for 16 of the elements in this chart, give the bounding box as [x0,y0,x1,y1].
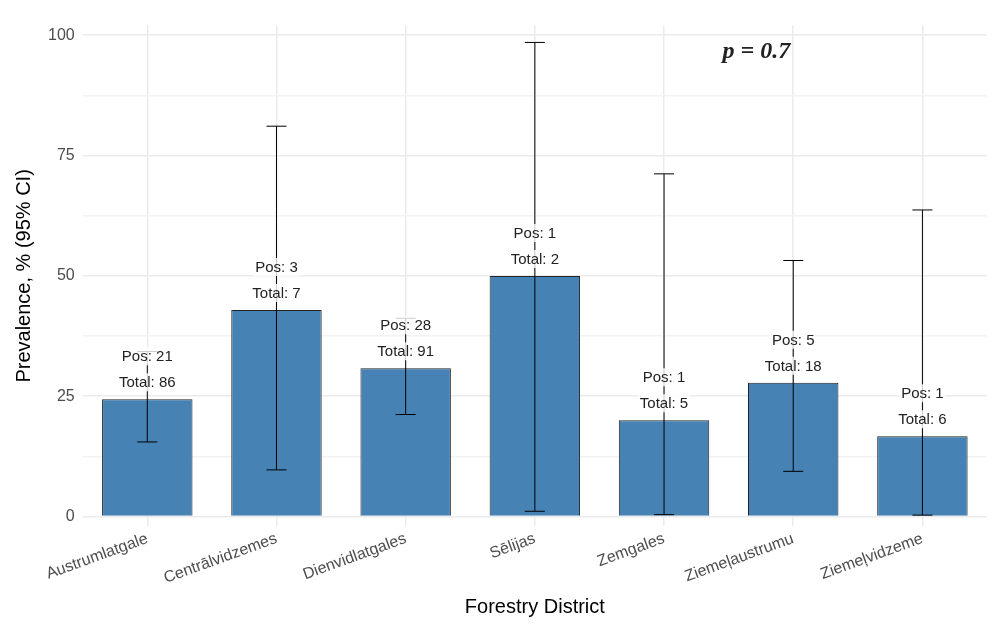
y-tick-label: 0 [65,506,75,524]
data-label: Pos: 28 Total: 91 [377,316,435,360]
data-label: Pos: 5 Total: 18 [764,330,822,374]
data-label: Pos: 21 Total: 86 [118,347,176,391]
data-label: Pos: 1 Total: 6 [898,384,947,428]
annotation: p = 0.7 [720,36,792,63]
data-label: Pos: 1 Total: 2 [510,223,560,267]
data-label: Pos: 3 Total: 7 [252,258,301,302]
y-tick-label: 100 [47,25,75,43]
y-tick-label: 50 [56,266,75,284]
y-tick-label: 25 [56,386,75,404]
y-axis-title: Prevalence, % (95% CI) [11,169,34,383]
data-label: Pos: 1 Total: 5 [639,368,689,412]
x-tick-label: Sēlijas [487,529,538,562]
y-tick-label: 75 [56,145,75,163]
x-axis-title: Forestry District [464,594,606,617]
